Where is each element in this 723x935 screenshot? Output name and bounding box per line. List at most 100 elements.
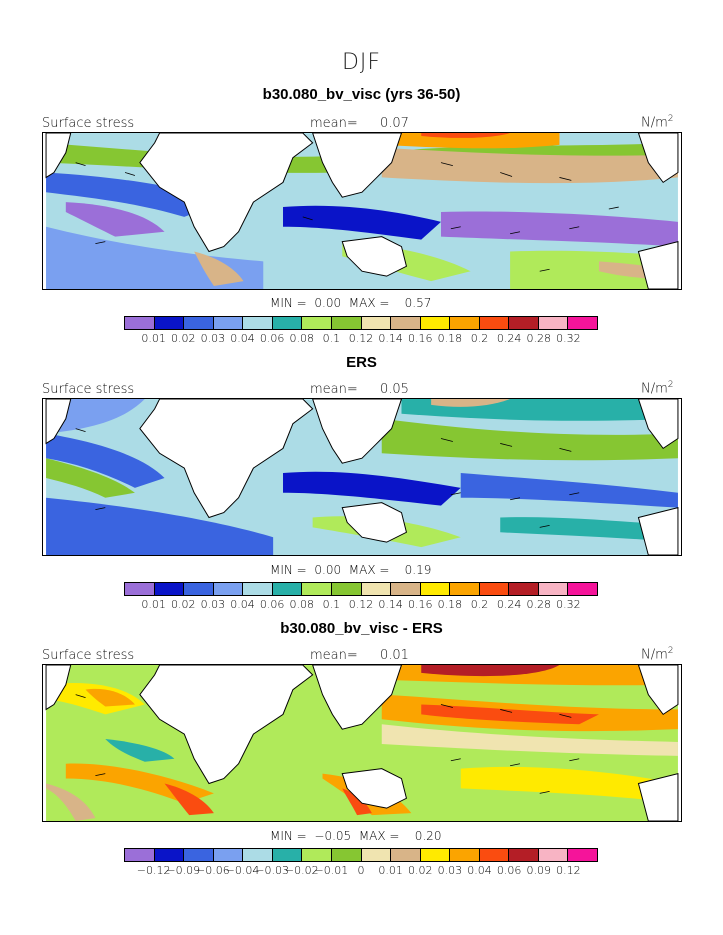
panel-3-colorbar	[124, 848, 598, 862]
colorbar-swatch	[450, 849, 480, 861]
colorbar-tick-label: −0.03	[255, 864, 289, 877]
colorbar-tick-label: 0.1	[322, 332, 341, 345]
colorbar-swatch	[213, 849, 244, 861]
colorbar-swatch	[391, 849, 421, 861]
colorbar-tick-label: 0.32	[556, 598, 581, 611]
panel-3-title: b30.080_bv_visc - ERS	[280, 620, 443, 637]
colorbar-swatch	[154, 317, 185, 329]
colorbar-swatch	[391, 317, 421, 329]
colorbar-tick-label: 0.2	[470, 598, 489, 611]
colorbar-tick-label: −0.04	[225, 864, 260, 877]
panel-1-units: N/m2	[641, 114, 674, 131]
colorbar-tick-label: 0.02	[408, 864, 433, 877]
colorbar-swatch	[568, 583, 597, 595]
colorbar-tick-label: −0.09	[166, 864, 201, 877]
colorbar-tick-label: 0.08	[289, 332, 315, 345]
colorbar-tick-label: 0.06	[259, 332, 285, 345]
panel-1-map	[42, 132, 682, 290]
colorbar-tick-label: 0.24	[496, 598, 522, 611]
colorbar-swatch	[331, 849, 362, 861]
colorbar-tick-label: 0.18	[437, 332, 463, 345]
colorbar-swatch	[391, 583, 421, 595]
panel-1-mean-label: mean=	[310, 116, 358, 131]
colorbar-tick-label: 0.2	[470, 332, 489, 345]
colorbar-swatch	[420, 849, 451, 861]
panel-1-title: b30.080_bv_visc (yrs 36-50)	[262, 86, 461, 103]
colorbar-tick-label: 0.28	[526, 598, 552, 611]
colorbar-swatch	[331, 317, 362, 329]
colorbar-tick-label: 0.03	[200, 332, 226, 345]
panel-3-units: N/m2	[641, 646, 674, 663]
colorbar-swatch	[184, 583, 214, 595]
colorbar-tick-label: 0.24	[496, 332, 522, 345]
panel-2-mean-label: mean=	[310, 382, 358, 397]
colorbar-tick-label: 0.04	[230, 332, 255, 345]
colorbar-swatch	[213, 583, 244, 595]
colorbar-swatch	[184, 849, 214, 861]
colorbar-swatch	[420, 317, 451, 329]
panel-2-colorbar	[124, 582, 598, 596]
panel-1-variable-label: Surface stress	[42, 116, 135, 131]
panel-1-mean-value: 0.07	[380, 116, 409, 131]
panel-2-map	[42, 398, 682, 556]
colorbar-tick-label: 0.01	[141, 332, 166, 345]
colorbar-swatch	[361, 583, 392, 595]
panel-1-colorbar-ticks: 0.01 0.02 0.03 0.04 0.06 0.08 0.1 0.12 0.14 0.16 0…	[124, 332, 598, 346]
colorbar-tick-label: 0.1	[322, 598, 341, 611]
panel-3-mean-value: 0.01	[380, 648, 409, 663]
colorbar-tick-label: 0.04	[230, 598, 255, 611]
panel-2-units: N/m2	[641, 380, 674, 397]
colorbar-swatch	[361, 849, 392, 861]
colorbar-tick-label: −0.02	[284, 864, 319, 877]
panel-2-colorbar-ticks: 0.01 0.02 0.03 0.04 0.06 0.08 0.1 0.12 0.14 0.16 0…	[124, 598, 598, 612]
colorbar-swatch	[272, 849, 303, 861]
panel-2-variable-label: Surface stress	[42, 382, 135, 397]
panel-3-min-max: MIN = −0.05 MAX = 0.20	[270, 829, 442, 843]
colorbar-tick-label: 0	[357, 864, 365, 877]
colorbar-tick-label: −0.12	[136, 864, 171, 877]
colorbar-swatch	[184, 317, 214, 329]
colorbar-swatch	[479, 583, 510, 595]
colorbar-swatch	[243, 583, 273, 595]
colorbar-swatch	[568, 849, 597, 861]
colorbar-tick-label: 0.16	[408, 598, 433, 611]
colorbar-swatch	[154, 583, 185, 595]
colorbar-tick-label: 0.12	[348, 332, 374, 345]
colorbar-swatch	[538, 317, 569, 329]
colorbar-tick-label: 0.02	[171, 598, 196, 611]
colorbar-tick-label: 0.06	[259, 598, 285, 611]
colorbar-tick-label: 0.18	[437, 598, 463, 611]
colorbar-tick-label: −0.01	[314, 864, 349, 877]
colorbar-swatch	[538, 849, 569, 861]
panel-1-colorbar	[124, 316, 598, 330]
colorbar-tick-label: 0.32	[556, 332, 581, 345]
colorbar-swatch	[154, 849, 185, 861]
colorbar-swatch	[302, 849, 332, 861]
panel-3-mean-label: mean=	[310, 648, 358, 663]
colorbar-swatch	[125, 583, 155, 595]
colorbar-swatch	[509, 317, 539, 329]
colorbar-tick-label: 0.28	[526, 332, 552, 345]
colorbar-tick-label: 0.12	[348, 598, 374, 611]
colorbar-tick-label: 0.14	[378, 332, 403, 345]
panel-2-title: ERS	[346, 354, 377, 371]
colorbar-swatch	[243, 317, 273, 329]
panel-2-min-max: MIN = 0.00 MAX = 0.19	[270, 563, 432, 577]
colorbar-tick-label: 0.06	[496, 864, 522, 877]
colorbar-tick-label: 0.01	[141, 598, 166, 611]
colorbar-swatch	[568, 317, 597, 329]
colorbar-swatch	[509, 583, 539, 595]
panel-3-colorbar-ticks: −0.12 −0.09 −0.06 −0.04 −0.03 −0.02 −0.01 0 0.01…	[124, 864, 598, 878]
colorbar-tick-label: 0.03	[437, 864, 463, 877]
colorbar-tick-label: 0.03	[200, 598, 226, 611]
colorbar-swatch	[125, 317, 155, 329]
colorbar-swatch	[479, 317, 510, 329]
colorbar-tick-label: 0.01	[378, 864, 403, 877]
colorbar-swatch	[420, 583, 451, 595]
colorbar-swatch	[272, 317, 303, 329]
colorbar-tick-label: −0.06	[196, 864, 230, 877]
colorbar-swatch	[450, 583, 480, 595]
colorbar-swatch	[125, 849, 155, 861]
colorbar-swatch	[361, 317, 392, 329]
panel-1-min-max: MIN = 0.00 MAX = 0.57	[270, 296, 432, 310]
